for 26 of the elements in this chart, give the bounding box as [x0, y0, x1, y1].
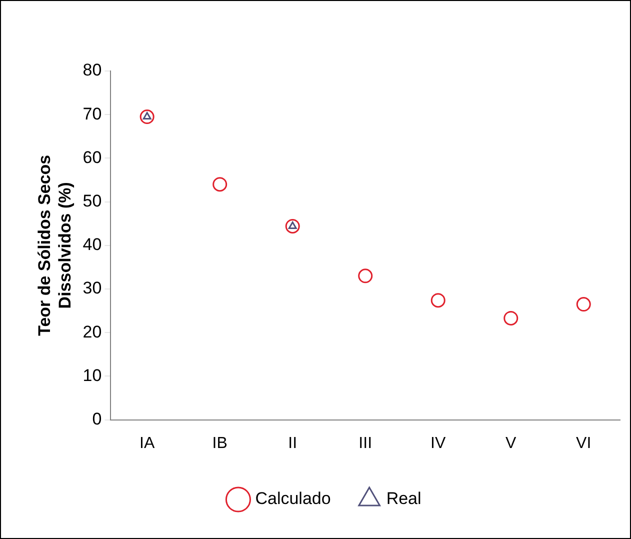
- x-tick-label: III: [358, 434, 372, 452]
- point: [285, 218, 300, 234]
- point: [504, 310, 518, 326]
- y-axis-title: Teor de Sólidos Secos Dissolvidos (%): [34, 154, 74, 336]
- x-tick-label: IV: [430, 434, 446, 452]
- x-tick-label: II: [288, 434, 298, 452]
- legend-label: Real: [386, 489, 422, 508]
- point: [140, 110, 154, 124]
- point: [358, 268, 373, 284]
- x-tick-label: VI: [576, 434, 592, 452]
- point: [576, 297, 591, 312]
- y-tick-label: 20: [82, 322, 102, 342]
- y-tick-label: 30: [82, 278, 102, 298]
- y-tick-label: 80: [82, 60, 102, 80]
- x-tick-label: IB: [212, 434, 228, 452]
- y-tick-label: 0: [92, 409, 102, 428]
- x-tick-label: IA: [140, 434, 155, 452]
- x-tick-label: V: [506, 434, 517, 452]
- y-tick-label: 60: [82, 148, 102, 167]
- y-tick-label: 50: [82, 191, 102, 210]
- point: [430, 293, 446, 308]
- point: [212, 177, 228, 192]
- y-tick-label: 70: [82, 104, 102, 124]
- legend-label: Calculado: [255, 489, 331, 508]
- y-tick-label: 10: [82, 366, 102, 385]
- y-tick-label: 40: [82, 235, 102, 254]
